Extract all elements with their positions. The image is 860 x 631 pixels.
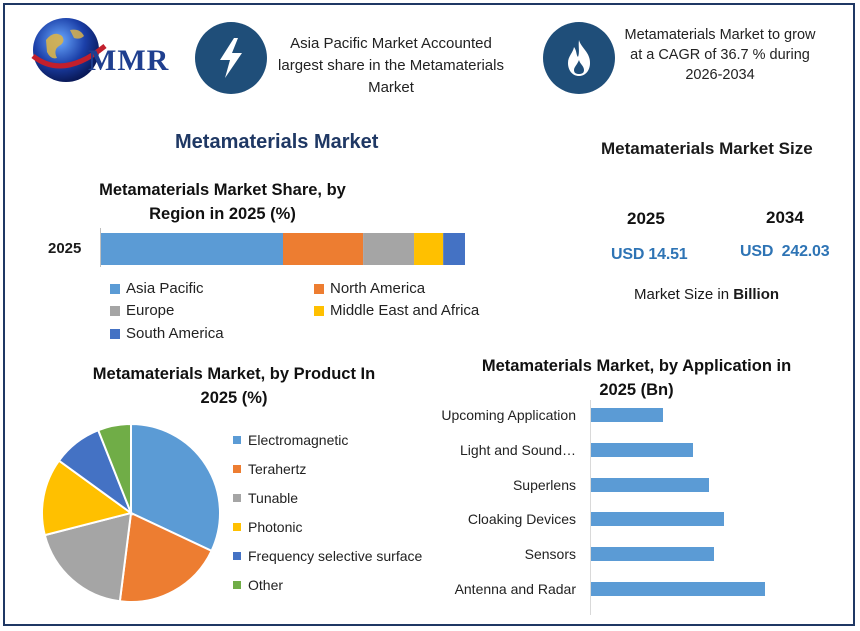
pie-slice-photonic bbox=[41, 459, 134, 537]
legend-asia-pacific: Asia Pacific bbox=[110, 280, 204, 297]
pie-slice-electromagnetic bbox=[130, 422, 221, 553]
year-2025-label: 2025 bbox=[627, 209, 665, 228]
pie-legend-electromagnetic: Electromagnetic bbox=[233, 425, 448, 454]
cagr-info: Metamaterials Market to grow at a CAGR o… bbox=[624, 27, 816, 83]
legend-swatch bbox=[233, 435, 241, 444]
application-label: Antenna and Radar bbox=[454, 581, 576, 597]
legend-label: Terahertz bbox=[248, 460, 307, 477]
application-label: Light and Sound… bbox=[460, 441, 576, 458]
legend-label: Photonic bbox=[248, 518, 303, 535]
logo-text: MMR bbox=[88, 44, 170, 77]
application-label: Superlens bbox=[512, 476, 576, 493]
application-bar bbox=[591, 477, 709, 492]
pie-slice-terahertz bbox=[118, 511, 213, 603]
legend-swatch bbox=[233, 580, 241, 589]
market-size-title: Metamaterials Market Size bbox=[601, 139, 813, 158]
region-bar-segment-asia-pacific bbox=[101, 233, 283, 265]
application-bar bbox=[591, 547, 714, 562]
year-2034-label: 2034 bbox=[766, 208, 804, 227]
application-axis-line bbox=[590, 400, 591, 615]
product-pie-chart bbox=[41, 422, 221, 603]
pie-legend-frequency-selective-surface: Frequency selective surface bbox=[233, 541, 448, 570]
region-bar-year-label: 2025 bbox=[48, 240, 82, 257]
pie-legend-tunable: Tunable bbox=[233, 483, 448, 512]
legend-swatch bbox=[233, 464, 241, 473]
application-label: Cloaking Devices bbox=[467, 511, 576, 528]
legend-swatch bbox=[233, 522, 241, 531]
page-title: Metamaterials Market bbox=[175, 131, 379, 153]
legend-label: Frequency selective surface bbox=[248, 547, 423, 564]
mmr-logo: MMR bbox=[28, 10, 178, 100]
flame-icon bbox=[543, 22, 615, 94]
legend-swatch bbox=[233, 493, 241, 502]
region-bar-segment-middle-east-and-africa bbox=[414, 233, 444, 265]
legend-label: Other bbox=[248, 576, 284, 593]
value-2034: USD 242.03 bbox=[740, 243, 830, 260]
infographic-frame bbox=[3, 3, 855, 626]
region-stacked-bar bbox=[101, 233, 465, 265]
market-size-note: Market Size in Billion bbox=[634, 286, 780, 303]
legend-swatch bbox=[233, 551, 241, 560]
region-bar-segment-north-america bbox=[283, 233, 364, 265]
product-legend: Electromagnetic Terahertz Tunable Photonic F… bbox=[233, 425, 448, 599]
asia-pacific-info: Asia Pacific Market Accounted largest sh… bbox=[278, 35, 504, 96]
pie-legend-photonic: Photonic bbox=[233, 512, 448, 541]
application-label: Upcoming Application bbox=[441, 407, 576, 423]
globe-icon bbox=[31, 18, 107, 82]
region-chart-title: Metamaterials Market Share, by Region in… bbox=[99, 181, 346, 223]
value-2025: USD 14.51 bbox=[611, 246, 688, 263]
region-axis-line bbox=[100, 228, 101, 267]
application-chart-title: Metamaterials Market, by Application in … bbox=[481, 357, 792, 399]
legend-europe: Europe bbox=[110, 302, 174, 319]
pie-legend-other: Other bbox=[233, 570, 448, 599]
pie-legend-terahertz: Terahertz bbox=[233, 454, 448, 483]
region-bar-segment-south-america bbox=[443, 233, 465, 265]
legend-label: Electromagnetic bbox=[248, 431, 349, 448]
application-bar bbox=[591, 442, 694, 457]
application-label: Sensors bbox=[524, 546, 576, 563]
legend-north-america: North America bbox=[314, 280, 425, 297]
legend-label: Tunable bbox=[248, 489, 299, 506]
application-bar bbox=[591, 408, 663, 422]
application-bar bbox=[591, 582, 765, 596]
lightning-icon bbox=[195, 22, 267, 94]
pie-slice-tunable bbox=[43, 511, 133, 603]
legend-south-america: South America bbox=[110, 325, 224, 342]
application-bar bbox=[591, 512, 724, 527]
legend-middle-east-africa: Middle East and Africa bbox=[314, 302, 479, 319]
pie-slice-other bbox=[96, 422, 132, 514]
application-bar-chart: Upcoming Application Light and Sound… Supe… bbox=[385, 400, 825, 615]
product-chart-title: Metamaterials Market, by Product In 2025… bbox=[92, 365, 376, 407]
region-bar-segment-europe bbox=[363, 233, 415, 265]
